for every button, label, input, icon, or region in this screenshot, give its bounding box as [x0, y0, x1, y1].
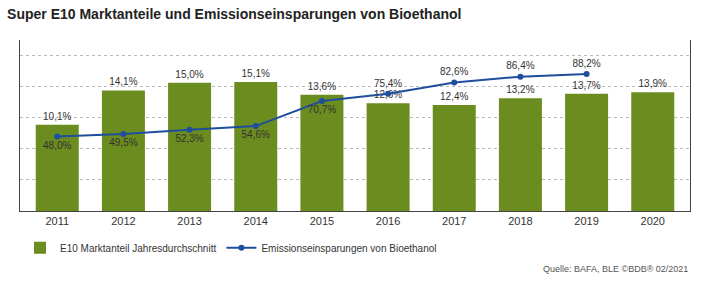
svg-text:2019: 2019 [574, 215, 598, 227]
svg-text:15,0%: 15,0% [175, 69, 203, 80]
svg-text:13,9%: 13,9% [639, 78, 667, 89]
svg-text:12,6%: 12,6% [374, 89, 402, 100]
svg-text:2011: 2011 [45, 215, 69, 227]
svg-text:49,5%: 49,5% [109, 137, 137, 148]
svg-text:2016: 2016 [376, 215, 400, 227]
svg-text:70,7%: 70,7% [308, 104, 336, 115]
svg-text:Emissionseinsparungen von Bioe: Emissionseinsparungen von Bioethanol [261, 243, 436, 254]
svg-text:2013: 2013 [177, 215, 201, 227]
svg-text:2015: 2015 [310, 215, 334, 227]
svg-text:13,6%: 13,6% [308, 81, 336, 92]
svg-text:E10 Marktanteil Jahresdurchsch: E10 Marktanteil Jahresdurchschnitt [60, 243, 216, 254]
svg-text:48,0%: 48,0% [43, 140, 71, 151]
svg-text:12,4%: 12,4% [440, 91, 468, 102]
svg-text:Quelle: BAFA, BLE ©BDB® 02/202: Quelle: BAFA, BLE ©BDB® 02/2021 [543, 264, 688, 274]
svg-text:2018: 2018 [508, 215, 532, 227]
svg-text:52,3%: 52,3% [175, 133, 203, 144]
svg-text:Super E10 Marktanteile und Emi: Super E10 Marktanteile und Emissionseins… [7, 6, 461, 22]
svg-text:2014: 2014 [244, 215, 268, 227]
svg-text:75,4%: 75,4% [374, 78, 402, 89]
svg-text:2017: 2017 [442, 215, 466, 227]
svg-text:2020: 2020 [641, 215, 665, 227]
svg-text:54,6%: 54,6% [242, 129, 270, 140]
svg-text:10,1%: 10,1% [43, 111, 71, 122]
svg-text:13,2%: 13,2% [506, 84, 534, 95]
svg-text:2012: 2012 [111, 215, 135, 227]
svg-text:13,7%: 13,7% [572, 80, 600, 91]
svg-text:14,1%: 14,1% [109, 76, 137, 87]
svg-text:15,1%: 15,1% [242, 68, 270, 79]
svg-text:88,2%: 88,2% [572, 58, 600, 69]
svg-text:82,6%: 82,6% [440, 66, 468, 77]
svg-text:86,4%: 86,4% [506, 60, 534, 71]
